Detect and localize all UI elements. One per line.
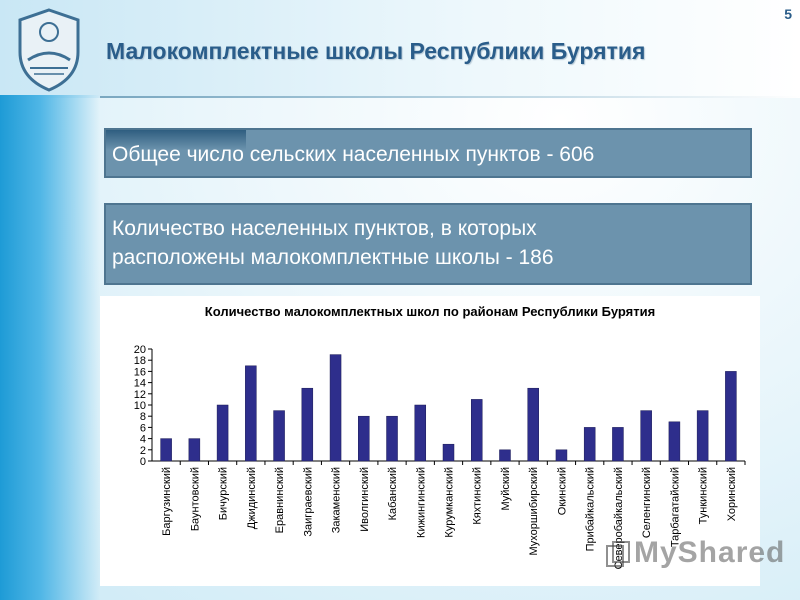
bar <box>216 404 229 462</box>
y-tick-label: 12 <box>134 389 146 401</box>
x-tick-label: Окинский <box>556 467 568 515</box>
small-schools-line2: расположены малокомплектные школы - 186 <box>112 246 554 269</box>
bar <box>555 449 568 462</box>
x-tick-label: Иволгинский <box>359 467 371 532</box>
x-tick-label: Хоринский <box>726 467 738 521</box>
bar <box>583 427 596 462</box>
bar <box>160 438 172 462</box>
bar <box>442 443 455 462</box>
x-tick-label: Муйский <box>500 467 512 511</box>
y-tick-label: 14 <box>134 378 146 390</box>
box-accent <box>106 130 246 150</box>
x-tick-label: Тарбагатайский <box>669 467 681 547</box>
x-tick-label: Бичурский <box>218 467 230 520</box>
bar <box>668 421 681 462</box>
bar <box>696 410 709 462</box>
watermark-icon <box>606 541 630 567</box>
header-divider <box>100 96 800 98</box>
bar <box>499 449 511 462</box>
bar <box>188 438 201 462</box>
page-number: 5 <box>784 6 792 22</box>
x-tick-label: Заиграевский <box>302 467 314 537</box>
bar <box>725 371 737 462</box>
small-schools-settlements-box: Количество населенных пунктов, в которых… <box>104 203 752 285</box>
bar <box>386 415 398 462</box>
x-tick-label: Мухоршибирский <box>528 467 540 556</box>
bar <box>273 410 285 462</box>
x-tick-label: Закаменский <box>331 467 343 533</box>
y-tick-label: 16 <box>134 366 146 378</box>
bar <box>301 387 314 462</box>
chart-panel: Количество малокомплектных школ по район… <box>100 296 760 586</box>
x-tick-label: Кяхтинский <box>472 467 484 525</box>
y-tick-label: 8 <box>140 411 146 423</box>
left-decorative-band <box>0 95 100 600</box>
page-title: Малокомплектные школы Республики Бурятия <box>106 38 646 64</box>
y-tick-label: 2 <box>140 445 146 457</box>
y-tick-label: 20 <box>134 344 146 356</box>
bar <box>527 387 539 462</box>
x-tick-label: Кижингинский <box>415 467 427 538</box>
x-tick-label: Джидинский <box>246 467 258 529</box>
y-tick-label: 18 <box>134 355 146 367</box>
bar <box>470 399 483 462</box>
header-band <box>0 0 800 98</box>
x-tick-label: Кабанский <box>387 467 399 520</box>
total-settlements-box: Общее число сельских населенных пунктов … <box>104 128 752 178</box>
x-tick-label: Селенгинский <box>641 467 653 538</box>
bar <box>640 410 652 462</box>
bar <box>612 427 624 462</box>
chart-title: Количество малокомплектных школ по район… <box>204 304 656 319</box>
bar <box>414 404 427 462</box>
small-schools-line1: Количество населенных пунктов, в которых <box>112 217 537 240</box>
y-tick-label: 6 <box>140 422 146 434</box>
x-tick-label: Еравнинский <box>274 467 286 533</box>
emblem-logo <box>18 8 80 92</box>
x-tick-label: Баунтовский <box>189 467 201 531</box>
watermark-text: MyShared <box>634 536 786 569</box>
total-settlements-text: Общее число сельских населенных пунктов … <box>112 143 595 166</box>
bar <box>329 354 342 462</box>
y-tick-label: 4 <box>140 434 146 446</box>
x-tick-label: Тункинский <box>698 467 710 524</box>
y-tick-label: 0 <box>140 456 146 468</box>
x-tick-label: Прибайкальский <box>585 467 597 551</box>
x-tick-label: Курумканский <box>444 467 456 538</box>
y-tick-label: 10 <box>134 400 146 412</box>
x-tick-label: Северобайкальский <box>613 467 625 569</box>
bar <box>245 365 257 462</box>
bar <box>358 415 370 462</box>
x-tick-label: Баргузинский <box>161 467 173 536</box>
